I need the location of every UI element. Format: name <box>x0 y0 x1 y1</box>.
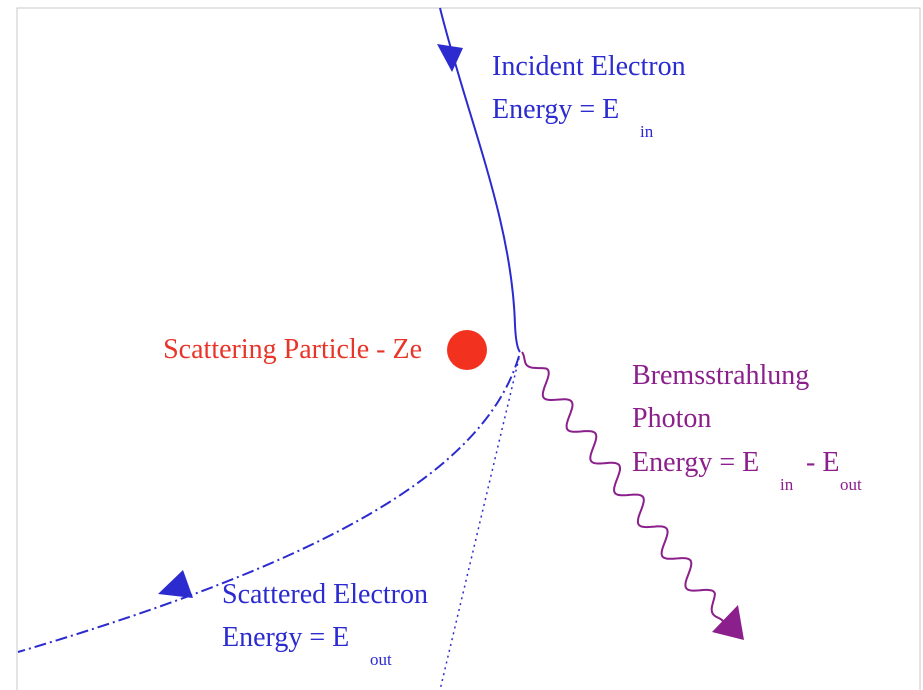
scattered-title: Scattered Electron <box>222 579 428 610</box>
photon-energy-minus: - E <box>806 447 839 478</box>
scattering-particle <box>447 330 487 370</box>
incident-title: Incident Electron <box>492 51 686 82</box>
photon-energy: Energy = E <box>632 447 759 478</box>
photon-energy-sub: in <box>780 475 794 494</box>
scattered-path <box>17 355 520 653</box>
photon-title: Bremsstrahlung <box>632 360 809 391</box>
incident-path <box>439 7 521 353</box>
photon-arrow <box>712 605 744 640</box>
scattered-arrow <box>158 570 193 598</box>
photon-wave <box>521 351 725 623</box>
undeflected-path <box>439 357 520 690</box>
scattered-energy-sub: out <box>370 650 392 669</box>
incident-energy-sub: in <box>640 122 654 141</box>
photon-energy-sub2: out <box>840 475 862 494</box>
scattered-energy: Energy = E <box>222 622 349 653</box>
incident-arrow <box>437 44 463 72</box>
frame <box>16 7 921 690</box>
photon-subtitle: Photon <box>632 403 711 434</box>
particle-label: Scattering Particle - Ze <box>163 334 422 365</box>
incident-energy: Energy = E <box>492 94 619 125</box>
